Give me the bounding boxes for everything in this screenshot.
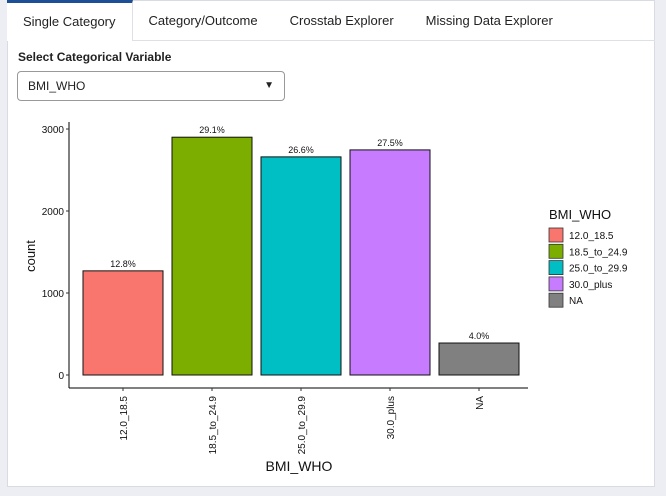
bar-label: 26.6% [288,145,314,155]
caret-down-icon: ▼ [264,80,274,91]
legend-label: 12.0_18.5 [569,231,614,242]
bar-label: 4.0% [469,331,490,341]
x-tick-label: 18.5_to_24.9 [208,396,219,455]
select-label: Select Categorical Variable [18,50,172,64]
x-axis-title: BMI_WHO [266,458,333,474]
tab-crosstab-explorer[interactable]: Crosstab Explorer [289,13,394,28]
x-tick-label: 25.0_to_29.9 [297,396,308,455]
x-tick-label: 12.0_18.5 [119,396,130,441]
bar-label: 29.1% [199,125,225,135]
x-tick-label: NA [475,396,486,410]
legend-title: BMI_WHO [549,207,611,222]
legend-swatch [548,260,564,276]
legend-label: 30.0_plus [569,280,612,291]
legend-label: 25.0_to_29.9 [569,264,628,275]
legend-label: 18.5_to_24.9 [569,247,628,258]
tab-category-outcome[interactable]: Category/Outcome [148,13,258,28]
y-axis-title: count [23,240,38,272]
variable-select[interactable]: BMI_WHO ▼ [17,71,285,101]
bar-12.0_18.5 [82,270,164,376]
bar-NA [438,342,520,376]
bar-label: 12.8% [110,259,136,269]
bar-label: 27.5% [377,138,403,148]
legend-swatch [548,227,564,243]
x-tick-label: 30.0_plus [386,396,397,439]
bar-18.5_to_24.9 [171,136,253,376]
legend-swatch [548,276,564,292]
bar-25.0_to_29.9 [260,156,342,376]
bar-30.0_plus [349,149,431,376]
tab-single-category[interactable]: Single Category [7,0,133,41]
y-tick-label: 1000 [42,289,65,300]
y-tick-label: 0 [58,371,64,382]
tab-missing-data-explorer[interactable]: Missing Data Explorer [425,13,553,28]
legend-label: NA [569,296,583,307]
y-tick-label: 2000 [42,207,65,218]
tab-bar: Single Category Category/Outcome Crossta… [7,0,655,41]
select-value: BMI_WHO [28,79,86,93]
y-tick-label: 3000 [42,125,65,136]
legend-swatch [548,243,564,259]
legend-swatch [548,292,564,308]
